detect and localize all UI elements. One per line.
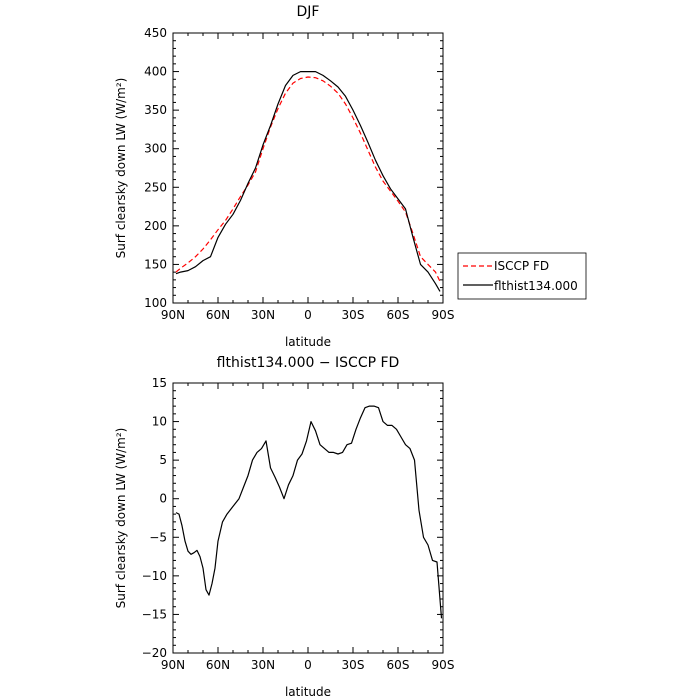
y-tick-label: −15 [142, 607, 167, 621]
bottom-chart-title: flthist134.000 − ISCCP FD [217, 355, 400, 371]
top-chart-series [175, 70, 441, 292]
y-tick-label: 0 [159, 492, 167, 506]
top-chart-panel: DJF 90N 60N 30N 0 30S 60S 90S 100 150 200 250 300 35… [114, 4, 454, 349]
top-chart-frame [172, 32, 444, 304]
y-tick-label: 200 [144, 219, 167, 233]
y-tick-label: −20 [142, 646, 167, 660]
legend-box [457, 252, 587, 300]
y-tick-label: 350 [144, 103, 167, 117]
y-tick-label: 150 [144, 257, 167, 271]
legend-label-flthist: flthist134.000 [494, 279, 578, 293]
legend-label-isccp-fd: ISCCP FD [494, 259, 549, 273]
y-tick-label: 250 [144, 180, 167, 194]
x-tick-label: 90S [432, 308, 455, 322]
y-tick-label: 300 [144, 142, 167, 156]
y-tick-label: 10 [152, 415, 167, 429]
top-chart-ylabel: Surf clearsky down LW (W/m²) [114, 78, 128, 259]
bottom-chart-panel: flthist134.000 − ISCCP FD 90N 60N 30N 0 30S 6… [114, 355, 454, 699]
x-tick-label: 0 [304, 308, 312, 322]
y-tick-label: 450 [144, 26, 167, 40]
x-tick-label: 90N [161, 658, 185, 672]
x-tick-label: 30N [251, 658, 275, 672]
bottom-chart-series [175, 405, 443, 619]
y-tick-label: 100 [144, 296, 167, 310]
isccp-fd-line [175, 76, 441, 282]
legend: ISCCP FD flthist134.000 [457, 252, 587, 300]
top-chart-xlabel: latitude [285, 335, 331, 349]
y-tick-label: −10 [142, 569, 167, 583]
x-tick-label: 60S [387, 308, 410, 322]
x-tick-label: 30S [342, 658, 365, 672]
top-chart-ticks: 90N 60N 30N 0 30S 60S 90S 100 150 200 250 300 350 400… [144, 26, 454, 322]
x-tick-label: 0 [304, 658, 312, 672]
bottom-chart-xlabel: latitude [285, 685, 331, 699]
x-tick-label: 30N [251, 308, 275, 322]
x-tick-label: 60S [387, 658, 410, 672]
y-tick-label: 400 [144, 65, 167, 79]
bottom-chart-frame [172, 382, 444, 654]
top-chart-title: DJF [297, 4, 320, 20]
y-tick-label: 15 [152, 376, 167, 390]
x-tick-label: 90S [432, 658, 455, 672]
flthist134-000-line [175, 70, 441, 292]
difference-line [175, 405, 443, 619]
x-tick-label: 30S [342, 308, 365, 322]
y-tick-label: −5 [149, 530, 167, 544]
x-tick-label: 90N [161, 308, 185, 322]
bottom-chart-ylabel: Surf clearsky down LW (W/m²) [114, 428, 128, 609]
x-tick-label: 60N [206, 308, 230, 322]
x-tick-label: 60N [206, 658, 230, 672]
y-tick-label: 5 [159, 453, 167, 467]
bottom-chart-ticks: 90N 60N 30N 0 30S 60S 90S −20 −15 −10 −5 0 5 10 15 [142, 376, 455, 672]
